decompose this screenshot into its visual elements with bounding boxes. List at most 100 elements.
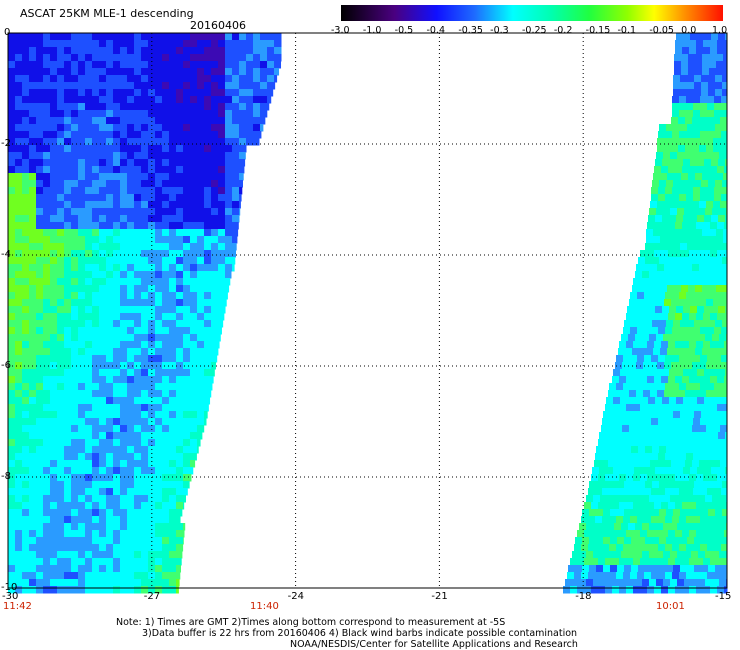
- data-cell: [635, 523, 643, 531]
- data-cell: [155, 159, 163, 167]
- data-cell: [631, 537, 639, 545]
- data-cell: [593, 579, 601, 587]
- data-cell: [106, 572, 114, 580]
- data-cell: [657, 145, 665, 153]
- data-cell: [204, 397, 211, 405]
- data-cell: [642, 334, 650, 342]
- data-cell: [225, 257, 233, 265]
- data-cell: [43, 292, 51, 300]
- data-cell: [120, 544, 128, 552]
- data-cell: [78, 355, 86, 363]
- data-cell: [204, 110, 212, 118]
- data-cell: [99, 117, 107, 125]
- data-cell: [71, 194, 79, 202]
- data-cell: [666, 537, 674, 545]
- data-cell: [211, 96, 219, 104]
- data-cell: [246, 124, 254, 132]
- data-cell: [668, 250, 676, 258]
- data-cell: [50, 229, 58, 237]
- data-cell: [15, 285, 23, 293]
- data-cell: [656, 523, 664, 531]
- data-cell: [106, 194, 114, 202]
- data-cell: [22, 509, 30, 517]
- data-cell: [155, 215, 163, 223]
- data-cell: [64, 453, 72, 461]
- data-cell: [183, 474, 191, 482]
- data-cell: [693, 544, 701, 552]
- data-cell: [8, 54, 16, 62]
- data-cell: [176, 495, 184, 503]
- data-cell: [64, 124, 72, 132]
- data-cell: [621, 523, 629, 531]
- data-cell: [106, 236, 114, 244]
- data-cell: [92, 96, 100, 104]
- data-cell: [720, 425, 728, 433]
- data-cell: [655, 397, 663, 405]
- data-cell: [190, 453, 197, 461]
- data-cell: [190, 124, 198, 132]
- data-cell: [622, 362, 630, 370]
- data-cell: [204, 271, 212, 279]
- data-cell: [710, 474, 718, 482]
- data-cell: [134, 586, 142, 594]
- data-cell: [721, 96, 728, 104]
- data-cell: [50, 208, 58, 216]
- data-cell: [239, 124, 247, 132]
- data-cell: [71, 334, 79, 342]
- data-cell: [120, 68, 128, 76]
- data-cell: [141, 61, 149, 69]
- data-cell: [106, 565, 114, 573]
- data-cell: [92, 495, 100, 503]
- data-cell: [638, 481, 646, 489]
- data-cell: [162, 236, 170, 244]
- data-cell: [155, 236, 163, 244]
- data-cell: [696, 222, 704, 230]
- data-cell: [99, 453, 107, 461]
- data-cell: [99, 124, 107, 132]
- data-cell: [688, 285, 696, 293]
- data-cell: [169, 243, 177, 251]
- data-cell: [92, 355, 100, 363]
- data-cell: [698, 152, 706, 160]
- data-cell: [647, 404, 655, 412]
- data-cell: [50, 173, 58, 181]
- data-cell: [64, 474, 72, 482]
- data-cell: [661, 558, 669, 566]
- data-cell: [169, 180, 177, 188]
- data-cell: [644, 418, 652, 426]
- data-cell: [92, 33, 100, 41]
- data-cell: [694, 481, 702, 489]
- data-cell: [714, 131, 722, 139]
- data-cell: [113, 327, 121, 335]
- data-cell: [190, 292, 198, 300]
- data-cell: [134, 229, 142, 237]
- data-cell: [127, 215, 135, 223]
- data-cell: [635, 495, 643, 503]
- data-cell: [127, 47, 135, 55]
- data-cell: [134, 194, 142, 202]
- data-cell: [134, 264, 142, 272]
- data-cell: [148, 404, 156, 412]
- data-cell: [675, 341, 683, 349]
- data-cell: [8, 138, 16, 146]
- data-cell: [676, 467, 684, 475]
- data-cell: [658, 488, 666, 496]
- data-cell: [71, 467, 79, 475]
- data-cell: [15, 152, 23, 160]
- data-cell: [204, 131, 212, 139]
- data-cell: [134, 488, 142, 496]
- data-cell: [15, 264, 23, 272]
- data-cell: [99, 250, 107, 258]
- data-cell: [78, 82, 86, 90]
- data-cell: [698, 208, 706, 216]
- data-cell: [239, 173, 244, 181]
- data-cell: [204, 152, 212, 160]
- data-cell: [654, 341, 662, 349]
- data-cell: [155, 474, 163, 482]
- data-cell: [183, 313, 191, 321]
- data-cell: [22, 187, 30, 195]
- data-cell: [697, 369, 705, 377]
- data-cell: [169, 208, 177, 216]
- data-cell: [92, 131, 100, 139]
